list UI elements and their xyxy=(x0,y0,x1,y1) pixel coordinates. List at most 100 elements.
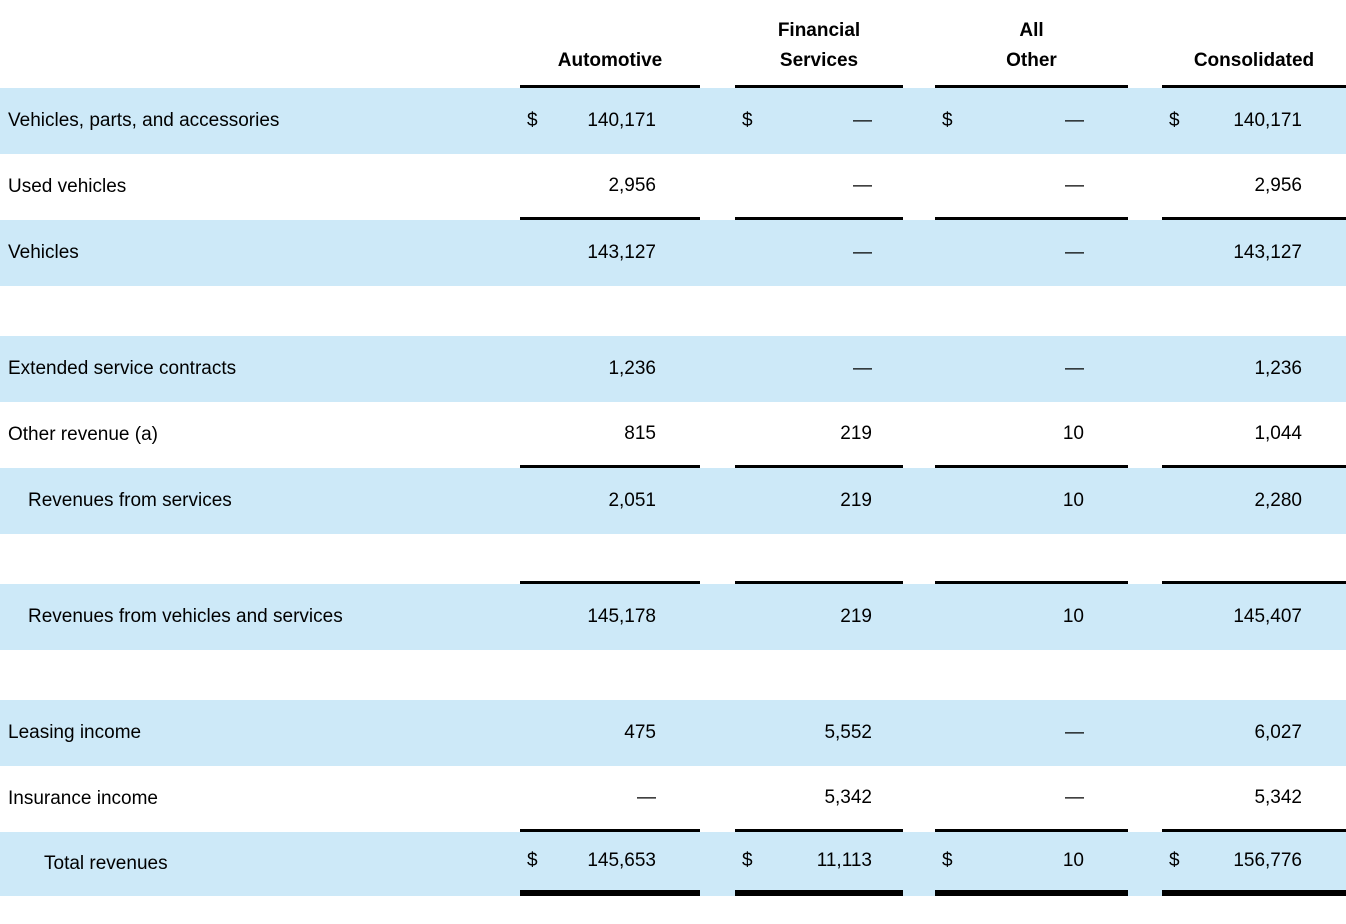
amount-value: — xyxy=(1065,358,1084,379)
amount-value: — xyxy=(637,786,656,808)
value-cell: — xyxy=(935,700,1128,766)
row-label: Revenues from vehicles and services xyxy=(28,606,343,627)
value-cell: 10 xyxy=(935,402,1128,468)
column-gap xyxy=(700,534,735,584)
row-label: Other revenue (a) xyxy=(8,424,158,445)
value-cell: — xyxy=(735,336,903,402)
column-gap xyxy=(700,700,735,766)
row-label xyxy=(0,534,520,584)
value-cell: 2,280 xyxy=(1162,468,1346,534)
column-gap xyxy=(1128,766,1162,832)
column-gap xyxy=(700,468,735,534)
value-cell xyxy=(520,534,700,584)
amount-value: — xyxy=(1065,786,1084,808)
amount-value: — xyxy=(853,242,872,263)
value-cell xyxy=(1162,650,1346,700)
column-gap xyxy=(903,154,935,220)
header-empty-cell xyxy=(0,0,520,88)
table-spacer-row xyxy=(0,650,1346,700)
column-gap xyxy=(1128,402,1162,468)
column-gap xyxy=(1128,700,1162,766)
value-cell: 5,342 xyxy=(1162,766,1346,832)
amount-value: 140,171 xyxy=(1233,110,1302,131)
row-label: Vehicles, parts, and accessories xyxy=(8,110,280,131)
row-label: Total revenues xyxy=(44,853,168,874)
value-cell xyxy=(935,286,1128,336)
column-gap xyxy=(1128,154,1162,220)
amount-value: 1,236 xyxy=(608,358,656,379)
value-cell: 1,236 xyxy=(1162,336,1346,402)
currency-symbol: $ xyxy=(742,110,753,131)
table-row: Leasing income 475 5,552 — 6,027 xyxy=(0,700,1346,766)
value-cell xyxy=(735,286,903,336)
column-gap xyxy=(903,534,935,584)
amount-value: — xyxy=(1065,722,1084,743)
amount-value: 2,956 xyxy=(608,174,656,196)
table-row: Revenues from services 2,051 219 10 2,280 xyxy=(0,468,1346,534)
column-gap xyxy=(1128,0,1162,88)
column-gap xyxy=(700,0,735,88)
amount-value: 6,027 xyxy=(1254,722,1302,743)
amount-value: 145,407 xyxy=(1233,606,1302,627)
currency-symbol: $ xyxy=(1169,850,1180,871)
amount-value: 219 xyxy=(840,606,872,627)
value-cell: 145,178 xyxy=(520,584,700,650)
currency-symbol: $ xyxy=(1169,110,1180,131)
column-header-label: All xyxy=(1019,20,1044,41)
amount-value: 5,342 xyxy=(1254,786,1302,808)
column-gap xyxy=(1128,468,1162,534)
value-cell: 6,027 xyxy=(1162,700,1346,766)
amount-value: 1,236 xyxy=(1254,358,1302,379)
column-gap xyxy=(700,402,735,468)
value-cell xyxy=(935,650,1128,700)
value-cell: 1,044 xyxy=(1162,402,1346,468)
value-cell: — xyxy=(935,220,1128,286)
value-cell: 145,407 xyxy=(1162,584,1346,650)
column-header-financial-services: Financial Services xyxy=(735,0,903,88)
amount-value: 219 xyxy=(840,490,872,511)
column-gap xyxy=(700,650,735,700)
value-cell: 143,127 xyxy=(1162,220,1346,286)
value-cell: $ — xyxy=(735,88,903,154)
value-cell xyxy=(520,650,700,700)
value-cell xyxy=(1162,534,1346,584)
value-cell: $ — xyxy=(935,88,1128,154)
amount-value: — xyxy=(1065,174,1084,196)
value-cell xyxy=(735,650,903,700)
amount-value: 5,342 xyxy=(824,786,872,808)
column-header-label: Services xyxy=(779,50,859,71)
table-row: Vehicles, parts, and accessories $140,171… xyxy=(0,88,1346,154)
column-gap xyxy=(903,584,935,650)
amount-value: — xyxy=(853,358,872,379)
amount-value: 5,552 xyxy=(824,722,872,743)
column-header-automotive: Automotive xyxy=(520,0,700,88)
column-gap xyxy=(700,584,735,650)
currency-symbol: $ xyxy=(942,850,953,871)
value-cell: — xyxy=(735,220,903,286)
value-cell: — xyxy=(520,766,700,832)
table-row: Other revenue (a) 815 219 10 1,044 xyxy=(0,402,1346,468)
column-header-label: Automotive xyxy=(557,50,663,71)
amount-value: — xyxy=(1065,242,1084,263)
column-header-label: Consolidated xyxy=(1193,50,1315,71)
amount-value: 140,171 xyxy=(587,110,656,131)
amount-value: 143,127 xyxy=(587,242,656,263)
column-gap xyxy=(903,88,935,154)
table-row: Used vehicles 2,956 — — 2,956 xyxy=(0,154,1346,220)
column-header-label: Other xyxy=(1006,50,1057,71)
table-header-row: Automotive Financial Services All Other … xyxy=(0,0,1346,88)
segment-revenues-table: Automotive Financial Services All Other … xyxy=(0,0,1346,896)
column-gap xyxy=(1128,336,1162,402)
value-cell: 2,956 xyxy=(1162,154,1346,220)
column-gap xyxy=(1128,534,1162,584)
column-gap xyxy=(903,402,935,468)
amount-value: 1,044 xyxy=(1254,422,1302,444)
value-cell: 5,342 xyxy=(735,766,903,832)
value-cell: 219 xyxy=(735,402,903,468)
column-header-all-other: All Other xyxy=(935,0,1128,88)
column-gap xyxy=(1128,88,1162,154)
value-cell: 1,236 xyxy=(520,336,700,402)
column-gap xyxy=(903,336,935,402)
column-gap xyxy=(700,766,735,832)
